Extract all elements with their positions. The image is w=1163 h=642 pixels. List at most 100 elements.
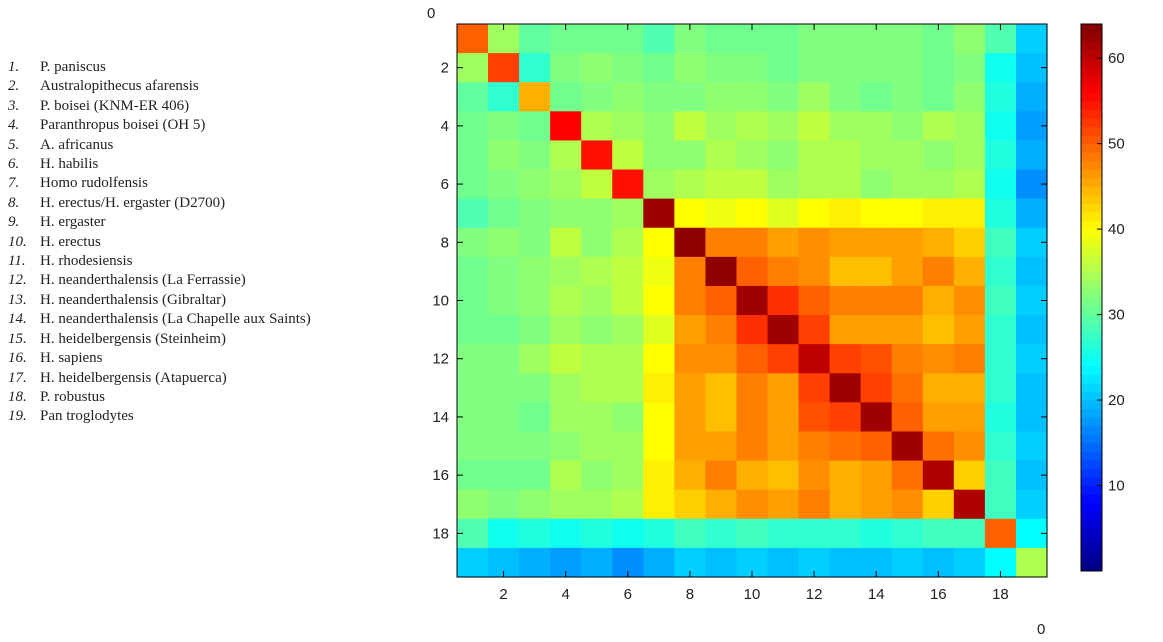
colorbar-step [1081, 160, 1102, 170]
heatmap-cell [674, 344, 707, 374]
heatmap-cell [550, 431, 582, 462]
heatmap-cell [1015, 373, 1048, 403]
colorbar-step [1081, 434, 1102, 444]
legend-item-label: H. heidelbergensis (Steinheim) [40, 330, 226, 347]
heatmap-cell [674, 82, 707, 112]
heatmap-cell [891, 344, 924, 374]
colorbar-tick-label: 30 [1108, 307, 1125, 324]
heatmap-cell [643, 256, 675, 287]
colorbar-step [1081, 306, 1102, 316]
heatmap-cell [612, 315, 644, 345]
colorbar-step [1081, 382, 1102, 393]
legend-item: 9. H. ergaster [8, 213, 400, 232]
heatmap-cell [643, 518, 675, 549]
heatmap-cell [953, 460, 986, 491]
heatmap-cell [519, 373, 551, 403]
heatmap-cell [519, 82, 551, 112]
heatmap-cell [643, 140, 675, 171]
heatmap-cell [1015, 547, 1048, 578]
heatmap-cell [705, 256, 738, 287]
heatmap-cell [457, 315, 489, 345]
heatmap-cell [519, 344, 551, 374]
heatmap-cell [612, 82, 644, 112]
heatmap-cell [736, 344, 769, 374]
legend-item-label: H. habilis [40, 156, 99, 173]
heatmap-cell [767, 431, 800, 462]
heatmap-cell [457, 24, 489, 54]
legend-item-number: 12. [8, 272, 27, 289]
heatmap-cell [612, 344, 644, 374]
heatmap-cell [643, 460, 675, 491]
y-tick-label: 10 [432, 293, 449, 310]
axis-ticks: 2 4 6 8 10 12 14 16 18 2 4 6 8 10 12 14 16 18 [432, 24, 1047, 603]
heatmap-cell [767, 402, 800, 433]
heatmap-cell [519, 315, 551, 345]
legend-item-label: A. africanus [40, 136, 114, 153]
heatmap-cell [891, 140, 924, 171]
heatmap-cell [922, 373, 955, 403]
heatmap-cell [581, 373, 613, 403]
heatmap-cell [488, 256, 520, 287]
heatmap-cell [798, 518, 831, 549]
heatmap-cell [612, 431, 644, 462]
heatmap-cell [736, 489, 769, 520]
heatmap-cell [674, 256, 707, 287]
heatmap-cell [519, 140, 551, 171]
colorbar-step [1081, 100, 1102, 110]
colorbar-step [1081, 400, 1102, 410]
colorbar-step [1081, 135, 1102, 145]
x-tick-label: 18 [992, 586, 1009, 603]
axis-corner-label-top: 0 [427, 5, 435, 22]
heatmap-cell [798, 169, 831, 200]
colorbar-step [1081, 536, 1102, 546]
legend-item-label: H. heidelbergensis (Atapuerca) [40, 369, 227, 386]
heatmap-cell [488, 431, 520, 462]
heatmap-cell [891, 82, 924, 112]
heatmap-cell [643, 344, 675, 374]
heatmap-cell [612, 198, 644, 229]
heatmap-cell [643, 198, 675, 229]
heatmap-cell [798, 344, 831, 374]
y-tick-label: 18 [432, 525, 449, 542]
heatmap-cell [1015, 256, 1048, 287]
heatmap-cell [891, 24, 924, 54]
heatmap-cell [612, 227, 644, 258]
legend-item: 13. H. neanderthalensis (Gibraltar) [8, 291, 400, 310]
colorbar-step [1081, 280, 1102, 290]
colorbar-step [1081, 212, 1102, 222]
heatmap-cell [922, 489, 955, 520]
legend-item: 4. Paranthropus boisei (OH 5) [8, 116, 400, 135]
heatmap-cell [674, 227, 707, 258]
heatmap-cell [984, 198, 1017, 229]
heatmap-cell [612, 53, 644, 83]
heatmap-cell [829, 24, 862, 54]
heatmap-cell [457, 547, 489, 578]
legend-item-number: 15. [8, 330, 27, 347]
heatmap-cell [643, 227, 675, 258]
heatmap-cell [643, 402, 675, 433]
colorbar-step [1081, 288, 1102, 298]
heatmap-cell [953, 315, 986, 345]
heatmap-cell [519, 460, 551, 491]
heatmap-cell [550, 460, 582, 491]
heatmap-cell [457, 373, 489, 403]
heatmap-cell [953, 402, 986, 433]
heatmap-cell [674, 285, 707, 316]
heatmap-cell [581, 169, 613, 200]
heatmap-cell [922, 402, 955, 433]
heatmap-cell [860, 460, 893, 491]
y-tick-label: 4 [441, 118, 449, 135]
heatmap-cell [705, 518, 738, 549]
legend-item-label: P. robustus [40, 388, 106, 405]
legend-item-number: 14. [8, 311, 27, 328]
colorbar-step [1081, 169, 1102, 179]
heatmap-cells [456, 23, 1048, 578]
y-tick-label: 12 [432, 351, 449, 368]
heatmap-cell [984, 169, 1017, 200]
heatmap-cell [550, 198, 582, 229]
heatmap-cell [798, 431, 831, 462]
x-tick-label: 8 [686, 586, 694, 603]
heatmap-cell [550, 53, 582, 83]
colorbar-step [1081, 442, 1102, 452]
